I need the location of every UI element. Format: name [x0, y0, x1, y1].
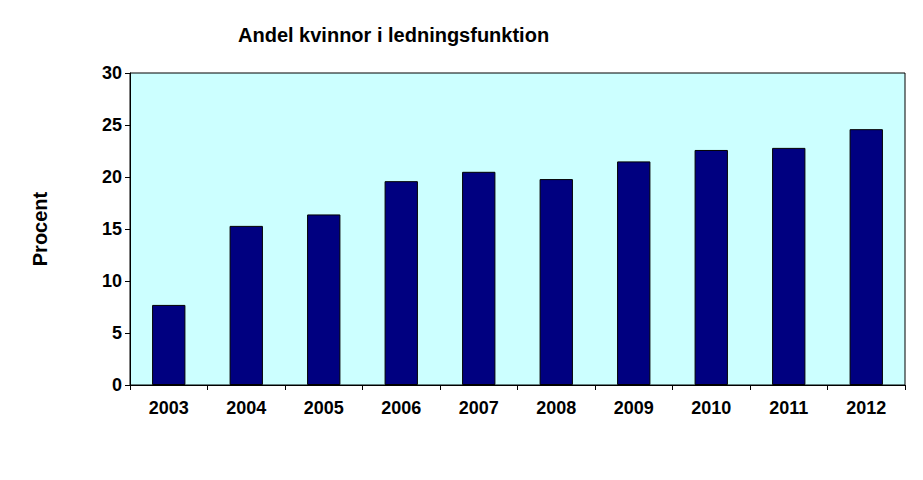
- svg-text:15: 15: [102, 219, 122, 239]
- svg-text:20: 20: [102, 167, 122, 187]
- svg-text:2003: 2003: [149, 398, 189, 418]
- svg-text:2006: 2006: [381, 398, 421, 418]
- svg-text:2005: 2005: [304, 398, 344, 418]
- svg-text:2012: 2012: [846, 398, 886, 418]
- svg-text:2007: 2007: [459, 398, 499, 418]
- svg-text:2008: 2008: [536, 398, 576, 418]
- svg-text:30: 30: [102, 63, 122, 83]
- svg-text:Procent: Procent: [29, 191, 51, 266]
- svg-text:25: 25: [102, 115, 122, 135]
- svg-text:10: 10: [102, 271, 122, 291]
- svg-text:2009: 2009: [614, 398, 654, 418]
- svg-text:5: 5: [112, 323, 122, 343]
- svg-text:Andel kvinnor i ledningsfunkti: Andel kvinnor i ledningsfunktion: [238, 24, 549, 46]
- svg-text:2004: 2004: [226, 398, 266, 418]
- svg-text:2010: 2010: [691, 398, 731, 418]
- svg-text:2011: 2011: [769, 398, 808, 418]
- svg-text:0: 0: [112, 375, 122, 395]
